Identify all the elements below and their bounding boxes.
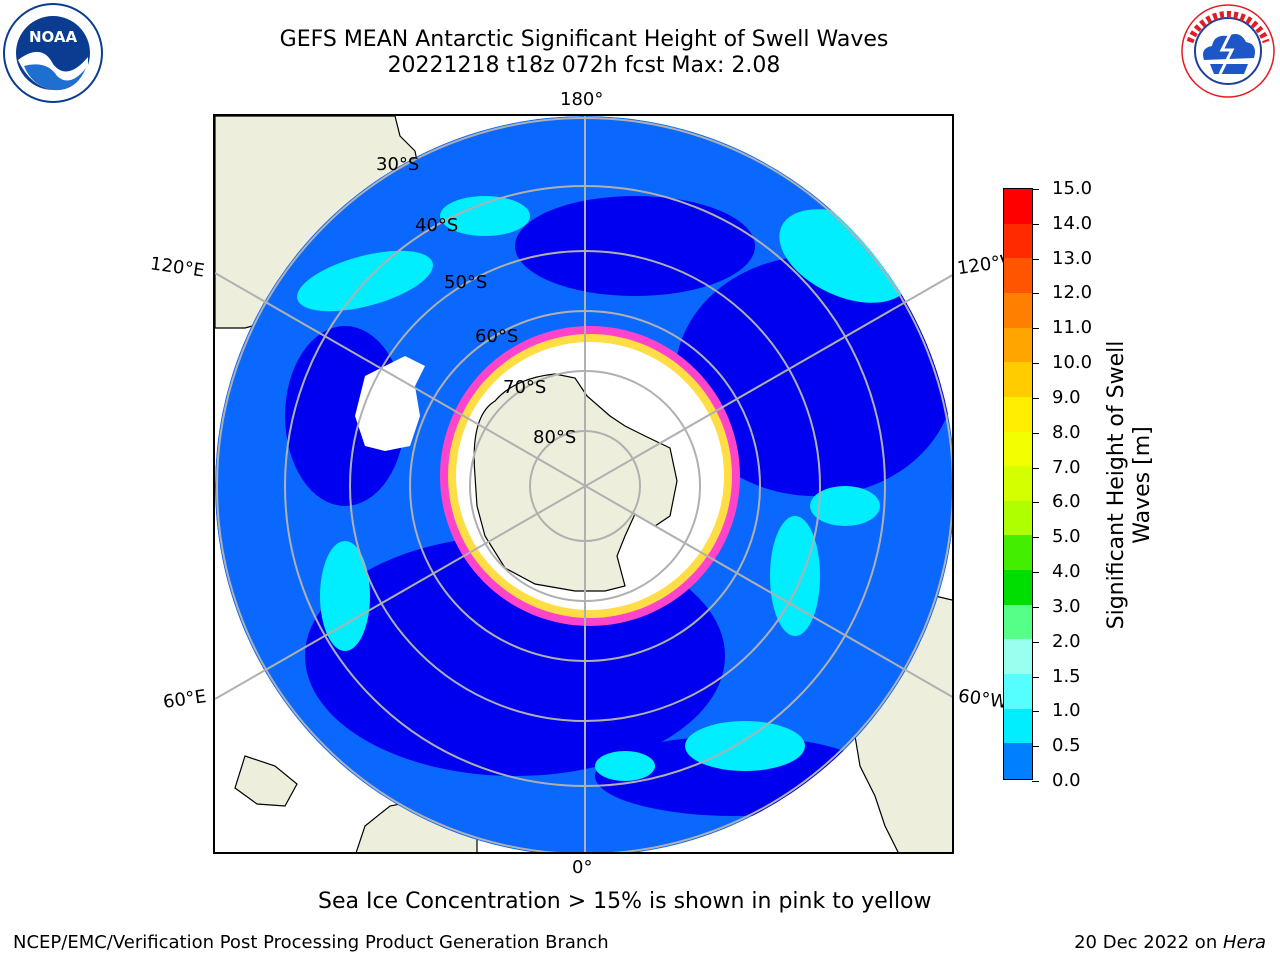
polar-map-canvas: 30°S 40°S 50°S 60°S 70°S 80°S — [215, 116, 952, 852]
antarctica — [440, 326, 740, 626]
polar-map: 30°S 40°S 50°S 60°S 70°S 80°S — [213, 114, 954, 854]
colorbar-tick: 9.0 — [1032, 386, 1081, 408]
colorbar-tick-label: 15.0 — [1052, 178, 1093, 199]
colorbar-tick: 0.0 — [1032, 770, 1081, 791]
colorbar-tick-label: 1.5 — [1052, 665, 1081, 687]
colorbar-label-line2: Waves [m] — [1130, 426, 1155, 544]
noaa-logo: NOAA — [3, 3, 103, 103]
colorbar-tick: 3.0 — [1032, 595, 1081, 617]
lat-label-80s: 80°S — [533, 427, 576, 448]
colorbar-tick: 1.0 — [1032, 700, 1081, 722]
colorbar-tick-label: 10.0 — [1052, 352, 1093, 374]
colorbar-tick: 11.0 — [1031, 317, 1093, 339]
lat-label-50s: 50°S — [444, 272, 487, 293]
sea-ice-white — [355, 356, 425, 451]
colorbar-segment — [1004, 189, 1032, 225]
colorbar-segment — [1004, 743, 1032, 779]
colorbar-tick-label: 0.0 — [1052, 770, 1081, 791]
colorbar-tick-label: 4.0 — [1052, 561, 1081, 583]
colorbar-segment — [1004, 466, 1032, 502]
colorbar-tick: 8.0 — [1032, 421, 1081, 443]
colorbar-segment — [1004, 570, 1032, 606]
colorbar-tick-label: 1.0 — [1052, 700, 1081, 722]
lon-label-120e: 120°E — [148, 253, 206, 282]
colorbar-segment — [1004, 708, 1032, 744]
colorbar-tick: 15.0 — [1031, 178, 1093, 199]
colorbar-tick: 6.0 — [1032, 491, 1081, 513]
forecast-subtitle: 20221218 t18z 072h fcst Max: 2.08 — [387, 53, 781, 78]
colorbar-segment — [1004, 604, 1032, 640]
lat-label-60s: 60°S — [475, 326, 518, 347]
colorbar-tick-label: 8.0 — [1052, 421, 1081, 443]
nws-logo — [1181, 4, 1275, 98]
noaa-logo-text: NOAA — [29, 28, 78, 46]
colorbar-tick-label: 6.0 — [1052, 491, 1081, 513]
colorbar-tick: 4.0 — [1032, 561, 1081, 583]
sea-ice-note-text: Sea Ice Concentration > 15% is shown in … — [318, 889, 932, 914]
colorbar-tick-label: 13.0 — [1052, 247, 1093, 269]
colorbar-tick-label: 14.0 — [1052, 212, 1093, 234]
lat-label-40s: 40°S — [415, 215, 458, 236]
colorbar-label-line1: Significant Height of Swell — [1104, 340, 1129, 630]
colorbar-tick: 1.5 — [1032, 665, 1081, 687]
colorbar-tick: 0.5 — [1032, 735, 1081, 757]
colorbar-tick: 13.0 — [1031, 247, 1093, 269]
colorbar-tick-label: 7.0 — [1052, 456, 1081, 478]
colorbar-segment — [1004, 500, 1032, 537]
colorbar-tick-label: 3.0 — [1052, 595, 1081, 617]
colorbar-segment — [1004, 327, 1032, 363]
footer-date-text: 20 Dec 2022 on — [1074, 932, 1223, 953]
colorbar-tick-label: 5.0 — [1052, 526, 1081, 548]
colorbar-segment — [1004, 292, 1032, 329]
colorbar — [1003, 188, 1033, 780]
colorbar-tick: 10.0 — [1031, 352, 1093, 374]
lon-label-60e: 60°E — [161, 686, 208, 713]
footer-date: 20 Dec 2022 on Hera — [1074, 932, 1266, 953]
colorbar-tick-label: 9.0 — [1052, 386, 1081, 408]
footer-credit: NCEP/EMC/Verification Post Processing Pr… — [13, 932, 609, 953]
colorbar-tick: 2.0 — [1032, 630, 1081, 652]
colorbar-tick-label: 0.5 — [1052, 735, 1081, 757]
lat-label-30s: 30°S — [376, 154, 419, 175]
chart-title: GEFS MEAN Antarctic Significant Height o… — [279, 27, 889, 52]
longitude-grid — [215, 116, 952, 852]
colorbar-segment — [1004, 258, 1032, 294]
colorbar-segment — [1004, 223, 1032, 259]
colorbar-tick: 14.0 — [1031, 212, 1093, 234]
colorbar-segment — [1004, 396, 1032, 433]
colorbar-tick-label: 11.0 — [1052, 317, 1093, 339]
lon-label-0: 0° — [572, 857, 593, 878]
colorbar-tick-label: 12.0 — [1052, 282, 1093, 304]
footer-host: Hera — [1222, 932, 1266, 953]
colorbar-segment — [1004, 362, 1032, 398]
colorbar-segment — [1004, 431, 1032, 467]
colorbar-tick: 12.0 — [1031, 282, 1093, 304]
colorbar-segment — [1004, 639, 1032, 675]
colorbar-tick: 7.0 — [1032, 456, 1081, 478]
colorbar-segment — [1004, 535, 1032, 571]
colorbar-tick: 5.0 — [1032, 526, 1081, 548]
colorbar-label: Significant Height of Swell Waves [m] — [1104, 295, 1156, 675]
lon-label-180: 180° — [560, 89, 604, 110]
lat-label-70s: 70°S — [503, 377, 546, 398]
colorbar-segment — [1004, 674, 1032, 710]
colorbar-tick-label: 2.0 — [1052, 630, 1081, 652]
